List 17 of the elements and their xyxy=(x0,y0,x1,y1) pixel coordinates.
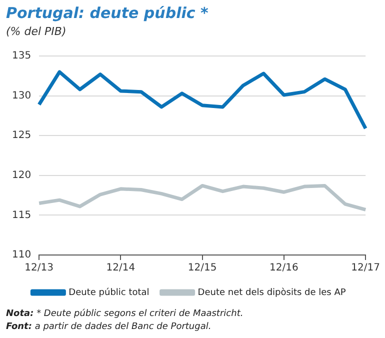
y-tick-label: 130 xyxy=(12,90,32,102)
legend-label: Deute públic total xyxy=(68,286,150,298)
chart-title: Portugal: deute públic * xyxy=(6,4,208,22)
chart-subtitle: (% del PIB) xyxy=(6,25,66,38)
text: Font: a partir de dades del Banc de Portugal. xyxy=(6,322,212,332)
x-tick-label: 12/13 xyxy=(24,262,54,274)
y-tick-label: 135 xyxy=(12,50,32,62)
legend-label: Deute net dels dipòsits de les AP xyxy=(198,286,346,298)
y-tick-label: 115 xyxy=(12,210,32,221)
y-tick-label: 120 xyxy=(12,170,32,181)
y-tick-label: 110 xyxy=(12,250,32,261)
y-tick-label: 125 xyxy=(12,130,32,142)
x-tick-label: 12/17 xyxy=(351,262,380,274)
text: Nota: * Deute públic segons el criteri de Maastricht. xyxy=(6,309,244,319)
x-tick-label: 12/14 xyxy=(106,262,136,274)
x-tick-label: 12/15 xyxy=(188,262,217,274)
x-tick-label: 12/16 xyxy=(270,262,298,274)
